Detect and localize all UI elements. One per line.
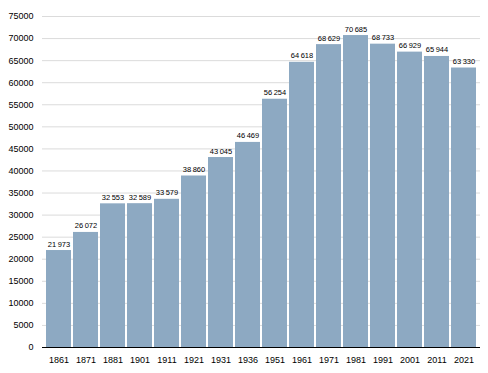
svg-text:2011: 2011 [427, 355, 446, 365]
svg-text:0: 0 [28, 342, 33, 352]
svg-text:55000: 55000 [8, 100, 33, 110]
svg-text:43 045: 43 045 [210, 147, 232, 156]
svg-text:65000: 65000 [8, 56, 33, 66]
svg-text:63 330: 63 330 [453, 57, 475, 66]
svg-text:1961: 1961 [292, 355, 312, 365]
svg-text:10000: 10000 [8, 298, 33, 308]
svg-text:56 254: 56 254 [264, 88, 286, 97]
svg-text:26 072: 26 072 [75, 221, 97, 230]
svg-text:1921: 1921 [184, 355, 204, 365]
svg-text:75000: 75000 [8, 11, 33, 21]
svg-text:1931: 1931 [211, 355, 231, 365]
svg-text:30000: 30000 [8, 210, 33, 220]
svg-text:46 469: 46 469 [237, 131, 259, 140]
svg-text:1911: 1911 [157, 355, 176, 365]
svg-text:2021: 2021 [454, 355, 474, 365]
svg-text:50000: 50000 [8, 122, 33, 132]
svg-text:1881: 1881 [103, 355, 123, 365]
svg-text:5000: 5000 [13, 320, 33, 330]
svg-text:1901: 1901 [130, 355, 150, 365]
svg-text:1936: 1936 [238, 355, 258, 365]
svg-text:25000: 25000 [8, 232, 33, 242]
svg-text:1981: 1981 [346, 355, 366, 365]
svg-text:15000: 15000 [8, 276, 33, 286]
svg-text:21 973: 21 973 [48, 240, 70, 249]
svg-text:1991: 1991 [373, 355, 393, 365]
svg-text:64 618: 64 618 [291, 51, 313, 60]
svg-text:1971: 1971 [319, 355, 339, 365]
svg-text:40000: 40000 [8, 166, 33, 176]
svg-text:45000: 45000 [8, 144, 33, 154]
svg-text:60000: 60000 [8, 78, 33, 88]
svg-text:35000: 35000 [8, 188, 33, 198]
svg-text:68 733: 68 733 [372, 33, 394, 42]
svg-text:20000: 20000 [8, 254, 33, 264]
svg-text:68 629: 68 629 [318, 34, 340, 43]
svg-text:33 579: 33 579 [156, 188, 178, 197]
svg-text:66 929: 66 929 [399, 41, 421, 50]
svg-text:2001: 2001 [400, 355, 420, 365]
svg-text:1951: 1951 [265, 355, 285, 365]
svg-text:38 860: 38 860 [183, 165, 205, 174]
svg-text:65 944: 65 944 [426, 45, 448, 54]
svg-text:70 685: 70 685 [345, 25, 367, 34]
svg-text:32 553: 32 553 [102, 193, 124, 202]
svg-text:32 589: 32 589 [129, 193, 151, 202]
svg-text:1871: 1871 [76, 355, 96, 365]
svg-text:70000: 70000 [8, 33, 33, 43]
svg-text:1861: 1861 [49, 355, 69, 365]
